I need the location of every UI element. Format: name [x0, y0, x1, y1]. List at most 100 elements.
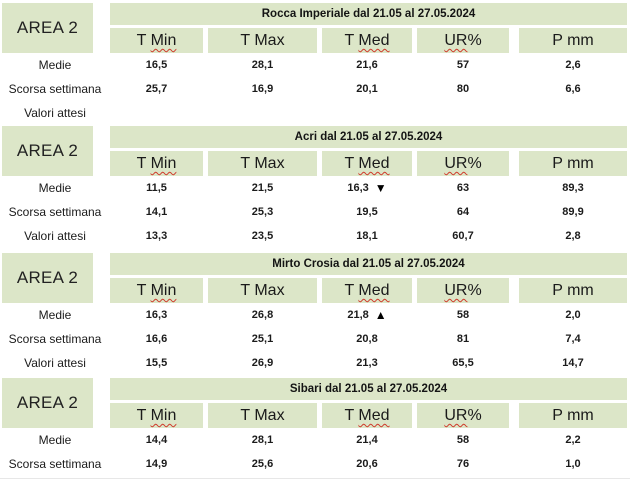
value-cell: 6,6: [519, 77, 627, 101]
column-header-t-max: T Max: [208, 278, 317, 303]
station-title: Acri dal 21.05 al 27.05.2024: [110, 126, 627, 148]
value-cell: [208, 101, 317, 125]
value-cell: 89,9: [519, 200, 627, 224]
value-cell: 16,3: [110, 303, 203, 327]
row-label: Valori attesi: [24, 229, 86, 243]
column-header-ur: UR%: [417, 28, 509, 53]
value-text: 58: [456, 434, 470, 446]
value-text: 14,4: [145, 434, 168, 446]
value-cell: [110, 101, 203, 125]
spellcheck-squiggle: UR: [444, 282, 468, 299]
value-text: 25,1: [251, 333, 274, 345]
value-cell: 26,8: [208, 303, 317, 327]
value-text: 76: [456, 458, 470, 470]
value-cell: 23,5: [208, 224, 317, 248]
value-text: 6,6: [565, 83, 581, 95]
value-cell: 7,4: [519, 327, 627, 351]
value-cell: 2,8: [519, 224, 627, 248]
value-cell: 81: [417, 327, 509, 351]
value-cell: 20,6: [322, 452, 412, 476]
value-text: 58: [456, 309, 470, 321]
column-header-t-max: T Max: [208, 403, 317, 428]
value-cell: 25,6: [208, 452, 317, 476]
trend-down-icon: ▼: [374, 181, 387, 195]
station-title: Sibari dal 21.05 al 27.05.2024: [110, 378, 627, 400]
column-header-text: T: [344, 407, 359, 424]
column-header-text: T: [136, 282, 151, 299]
value-cell: 13,3: [110, 224, 203, 248]
value-text: 25,3: [251, 206, 274, 218]
value-cell: 2,2: [519, 428, 627, 452]
row-label: Medie: [38, 58, 72, 72]
value-text: 89,9: [562, 206, 584, 218]
column-header-t-med: T Med: [322, 278, 412, 303]
area-label: AREA 2: [2, 378, 93, 428]
spellcheck-squiggle: Med: [358, 407, 390, 424]
column-header-p-mm: P mm: [519, 403, 627, 428]
value-text: 28,1: [251, 59, 274, 71]
spellcheck-squiggle: UR: [444, 407, 468, 424]
value-text: 16,5: [145, 59, 168, 71]
column-header-p-mm: P mm: [519, 28, 627, 53]
column-header-text: T: [136, 155, 151, 172]
value-text: 25,6: [251, 458, 274, 470]
column-header-text: T Max: [240, 407, 285, 424]
spellcheck-squiggle: Med: [358, 32, 390, 49]
value-text: 2,8: [565, 230, 581, 242]
area-cell-wrap: AREA 2: [0, 3, 110, 53]
value-text: 14,9: [145, 458, 168, 470]
row-label: Medie: [38, 308, 72, 322]
value-cell: 65,5: [417, 351, 509, 375]
value-text: 15,5: [145, 357, 168, 369]
value-text: 18,1: [356, 230, 378, 242]
value-cell: 80: [417, 77, 509, 101]
value-cell: 11,5: [110, 176, 203, 200]
station-title: Mirto Crosia dal 21.05 al 27.05.2024: [110, 253, 627, 275]
value-text: 20,8: [356, 333, 378, 345]
column-header-text: P mm: [552, 407, 594, 424]
value-cell: 16,9: [208, 77, 317, 101]
spellcheck-squiggle: UR: [444, 155, 468, 172]
column-header-t-med: T Med: [322, 151, 412, 176]
value-text: 16,9: [251, 83, 274, 95]
column-header-text: P mm: [552, 155, 594, 172]
column-header-text: %: [467, 32, 482, 49]
value-cell: 76: [417, 452, 509, 476]
spellcheck-squiggle: Med: [358, 155, 390, 172]
value-cell: 1,0: [519, 452, 627, 476]
station-section-rocca-imperiale: AREA 2 Rocca Imperiale dal 21.05 al 27.05…: [0, 3, 627, 125]
value-cell: 14,4: [110, 428, 203, 452]
value-text: 26,8: [251, 309, 274, 321]
value-text: 23,5: [251, 230, 274, 242]
value-cell: 60,7: [417, 224, 509, 248]
value-cell: 16,5: [110, 53, 203, 77]
value-text: 81: [456, 333, 470, 345]
value-text: 21,3: [356, 357, 378, 369]
trend-up-icon: ▲: [374, 308, 387, 322]
column-header-p-mm: P mm: [519, 278, 627, 303]
value-cell: 64: [417, 200, 509, 224]
spellcheck-squiggle: Min: [150, 32, 177, 49]
column-header-text: P mm: [552, 32, 594, 49]
column-header-t-min: T Min: [110, 28, 203, 53]
value-cell: 21,6: [322, 53, 412, 77]
column-header-text: %: [467, 155, 482, 172]
row-label: Medie: [38, 433, 72, 447]
value-cell: 26,9: [208, 351, 317, 375]
value-cell: 14,9: [110, 452, 203, 476]
column-header-text: %: [467, 407, 482, 424]
area-label: AREA 2: [2, 253, 93, 303]
value-cell: 25,1: [208, 327, 317, 351]
column-header-text: T: [136, 407, 151, 424]
value-text: 20,6: [356, 458, 378, 470]
value-cell: 2,6: [519, 53, 627, 77]
column-header-t-med: T Med: [322, 403, 412, 428]
value-text: 60,7: [452, 230, 474, 242]
row-label: Medie: [38, 181, 72, 195]
column-header-p-mm: P mm: [519, 151, 627, 176]
station-title: Rocca Imperiale dal 21.05 al 27.05.2024: [110, 3, 627, 25]
column-header-text: T Max: [240, 155, 285, 172]
value-text: 13,3: [145, 230, 168, 242]
value-text: 14,7: [562, 357, 584, 369]
